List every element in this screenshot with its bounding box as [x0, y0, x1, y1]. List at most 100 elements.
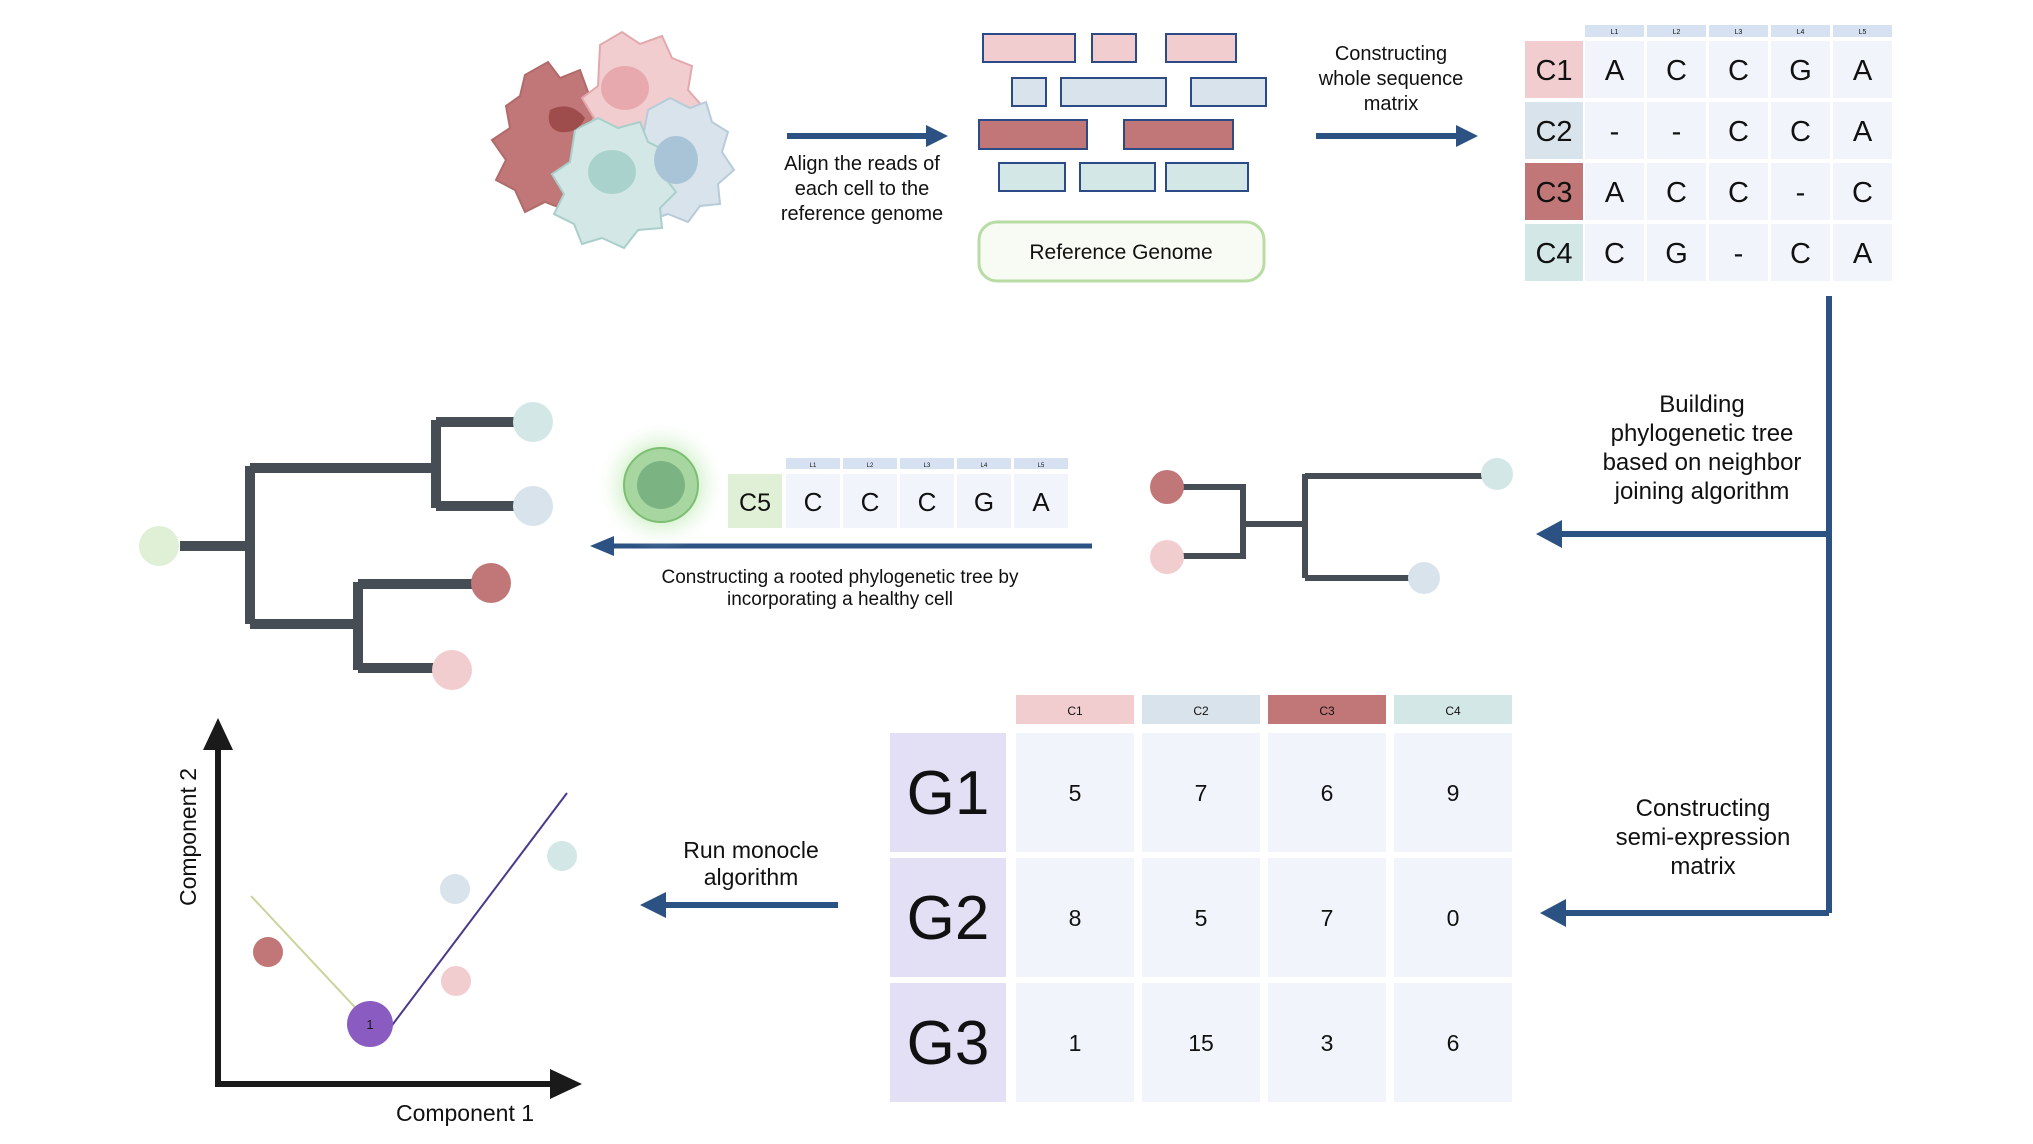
- label-line: matrix: [1670, 853, 1735, 880]
- sequence-value: -: [1610, 116, 1620, 148]
- expression-value: 5: [1195, 905, 1208, 931]
- read-pink: [1091, 33, 1137, 63]
- read-pink: [1165, 33, 1237, 63]
- sequence-cell: [1833, 41, 1892, 98]
- locus-header-label: L2: [1673, 29, 1681, 36]
- sequence-value: -: [1672, 116, 1682, 148]
- align-arrow: [787, 125, 948, 147]
- cell-column-label: C1: [1067, 704, 1083, 718]
- tree-building-connector: [1536, 296, 1832, 927]
- locus-header: [957, 458, 1011, 469]
- nucleus-teal: [588, 150, 636, 194]
- sequence-cell: [1771, 102, 1830, 159]
- sequence-cell: [1585, 224, 1644, 281]
- expression-value: 7: [1321, 905, 1334, 931]
- gene-row-label: G3: [907, 1009, 990, 1078]
- rooted-tree-arrow: [590, 536, 1092, 556]
- gene-row-label-box: [890, 983, 1006, 1102]
- expression-value: 3: [1321, 1030, 1334, 1056]
- leaf-c3: [1150, 470, 1184, 504]
- expression-value: 5: [1069, 780, 1082, 806]
- c5-label: C5: [739, 489, 771, 517]
- expression-cell: [1142, 983, 1260, 1102]
- root-healthy-cell: [139, 526, 179, 566]
- label-line: Run monocle: [683, 837, 819, 863]
- sequence-value: A: [1032, 487, 1050, 517]
- cell-column-header: [1142, 695, 1260, 724]
- sequence-value: G: [1665, 238, 1688, 270]
- expression-value: 8: [1069, 905, 1082, 931]
- label-line: incorporating a healthy cell: [727, 589, 953, 610]
- sequence-cell: [1647, 224, 1706, 281]
- locus-header-label: L5: [1859, 29, 1867, 36]
- sequence-cell: [1585, 102, 1644, 159]
- point-c2: [440, 874, 470, 904]
- monocle-arrow: [640, 892, 838, 918]
- sequence-cell: [843, 474, 897, 528]
- read-dark-red: [1123, 119, 1234, 150]
- sequence-value: -: [1796, 177, 1806, 209]
- locus-header-label: L2: [867, 463, 874, 469]
- semi-expression-matrix: C1 C2 C3 C4 G1 5 7 6 9 G2 8 5 7 0 G3 1 15 3 6: [890, 695, 1512, 1102]
- x-axis-arrowhead: [550, 1069, 582, 1099]
- sequence-value: A: [1853, 55, 1873, 87]
- sequence-value: C: [804, 487, 823, 517]
- sequence-value: C: [1666, 177, 1687, 209]
- point-c4: [547, 841, 577, 871]
- cell-row-label-box: [1525, 224, 1583, 281]
- cell-column-header: [1394, 695, 1512, 724]
- unrooted-phylogenetic-tree: [1150, 458, 1513, 594]
- semi-expression-matrix-label: Constructing semi-expression matrix: [1616, 795, 1791, 880]
- label-line: reference genome: [781, 203, 943, 225]
- locus-header: [786, 458, 840, 469]
- sequence-value: C: [1790, 238, 1811, 270]
- leaf-c4: [1481, 458, 1513, 490]
- tumor-cell-cluster-icon: [490, 30, 736, 250]
- trajectory-branch-right: [389, 792, 568, 1029]
- read-teal: [1165, 162, 1249, 192]
- sequence-value: C: [1728, 55, 1749, 87]
- cell-column-label: C3: [1319, 704, 1335, 718]
- nucleus-blue: [654, 136, 698, 184]
- sequence-value: C: [1728, 116, 1749, 148]
- leaf-c1: [432, 650, 472, 690]
- gene-row-label: G2: [907, 884, 990, 953]
- sequence-cell: [957, 474, 1011, 528]
- expression-cell: [1268, 983, 1386, 1102]
- cell-column-header: [1016, 695, 1134, 724]
- expression-cell: [1142, 858, 1260, 977]
- cell-row-label: C3: [1535, 177, 1572, 209]
- expression-cell: [1394, 983, 1512, 1102]
- label-line: Constructing: [1636, 795, 1771, 822]
- label-line: algorithm: [704, 864, 799, 890]
- sequence-value: G: [974, 487, 994, 517]
- gene-row-label-box: [890, 733, 1006, 852]
- sequence-value: C: [1728, 177, 1749, 209]
- locus-header: [843, 458, 897, 469]
- read-blue: [1011, 77, 1047, 107]
- cell-row-label: C1: [1535, 55, 1572, 87]
- sequence-cell: [1585, 41, 1644, 98]
- expression-cell: [1268, 858, 1386, 977]
- label-line: Constructing a rooted phylogenetic tree …: [662, 567, 1019, 588]
- expression-value: 7: [1195, 780, 1208, 806]
- locus-header: [1833, 25, 1892, 37]
- sequence-value: C: [1604, 238, 1625, 270]
- locus-header: [1014, 458, 1068, 469]
- sequence-cell: [1014, 474, 1068, 528]
- trajectory-branch-left: [250, 895, 366, 1019]
- locus-header-label: L3: [924, 463, 931, 469]
- aligned-reads: [978, 33, 1267, 192]
- expression-value: 15: [1188, 1030, 1214, 1056]
- point-c1: [441, 966, 471, 996]
- monocle-label: Run monocle algorithm: [683, 837, 819, 890]
- sequence-cell: [1833, 163, 1892, 220]
- gene-row-label-box: [890, 858, 1006, 977]
- locus-header: [1647, 25, 1706, 37]
- sequence-cell: [900, 474, 954, 528]
- leaf-c2: [1408, 562, 1440, 594]
- sequence-value: C: [1790, 116, 1811, 148]
- pseudotime-plot: Component 1 Component 2 1: [175, 718, 582, 1126]
